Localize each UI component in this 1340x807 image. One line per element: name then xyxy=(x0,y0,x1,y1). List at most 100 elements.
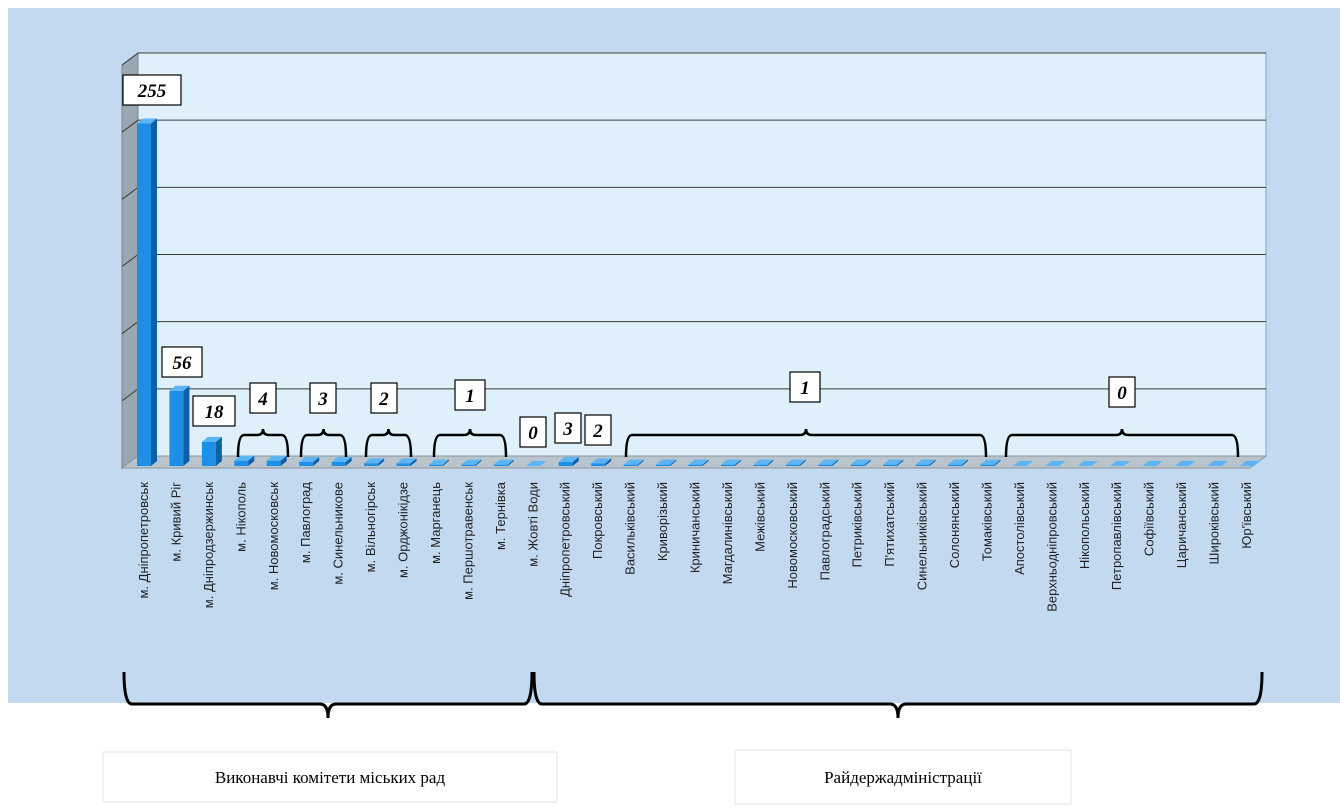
bar xyxy=(688,459,709,466)
bar xyxy=(948,459,969,466)
bar xyxy=(1077,461,1098,466)
category-label: Васильківський xyxy=(623,482,638,575)
category-label: Солонянський xyxy=(947,482,962,568)
svg-text:2: 2 xyxy=(592,421,603,442)
svg-text:56: 56 xyxy=(173,353,193,374)
category-label: м. Дніпродзержинськ xyxy=(201,482,216,609)
category-label: м. Жовті Води xyxy=(525,482,540,567)
category-label: Петропавлівський xyxy=(1109,482,1124,590)
bar xyxy=(396,458,417,466)
bar-group-brace xyxy=(236,428,290,458)
svg-text:3: 3 xyxy=(562,419,573,440)
bar xyxy=(137,118,157,466)
category-label: м. Тернівка xyxy=(493,481,508,550)
plot-area xyxy=(120,52,1268,469)
category-label: П'ятихатський xyxy=(882,482,897,567)
category-label: м. Нікополь xyxy=(233,482,248,552)
gridline xyxy=(121,119,1266,133)
category-label: Криворізький xyxy=(655,482,670,561)
svg-text:0: 0 xyxy=(528,423,538,444)
bar xyxy=(493,459,514,466)
category-label: м. Новомосковськ xyxy=(266,482,281,591)
bar xyxy=(883,459,904,466)
category-label: Магдалинівський xyxy=(720,482,735,584)
category-label: Дніпропетровський xyxy=(558,482,573,597)
category-label: Широківський xyxy=(1207,482,1222,564)
bar xyxy=(720,459,741,466)
bar xyxy=(1012,461,1033,466)
value-label: 1 xyxy=(454,379,486,411)
bar xyxy=(428,459,449,466)
bar-group-brace xyxy=(364,428,413,458)
category-label: Апостолівський xyxy=(1012,482,1027,575)
bar xyxy=(915,459,936,466)
value-label: 18 xyxy=(192,395,236,427)
bar xyxy=(850,459,871,466)
group-label: Виконавчі комітети міських рад xyxy=(215,768,446,787)
value-label: 255 xyxy=(122,74,182,106)
category-label: Томаківський xyxy=(979,482,994,561)
category-labels: м. Дніпропетровськ м. Кривий Ріг м. Дніпро… xyxy=(136,481,1254,612)
svg-text:1: 1 xyxy=(465,386,475,407)
bar xyxy=(1110,461,1131,466)
bars xyxy=(137,118,1260,466)
bar xyxy=(818,459,839,466)
bar xyxy=(526,461,547,466)
category-label: Петриківський xyxy=(850,482,865,567)
group-brackets: Виконавчі комітети міських рад Райдержадм… xyxy=(102,671,1264,805)
value-label: 56 xyxy=(161,346,203,378)
bar xyxy=(234,455,255,466)
bar xyxy=(980,459,1001,466)
bar xyxy=(785,459,806,466)
category-label: Царичанський xyxy=(1174,482,1189,568)
category-label: Верхньодніпровський xyxy=(1044,482,1059,612)
bar xyxy=(461,459,482,466)
bar xyxy=(753,459,774,466)
value-label: 2 xyxy=(370,382,398,414)
category-label: Юр'ївський xyxy=(1239,482,1254,549)
svg-text:0: 0 xyxy=(1117,383,1127,404)
category-group: Райдержадміністрації xyxy=(532,671,1264,805)
bar xyxy=(591,458,612,466)
bar xyxy=(1240,461,1260,466)
svg-text:1: 1 xyxy=(800,378,810,399)
value-label: 3 xyxy=(554,412,582,444)
bar xyxy=(201,436,222,466)
value-label: 2 xyxy=(584,414,612,446)
value-label: 3 xyxy=(309,382,337,414)
bar xyxy=(169,385,190,466)
bar-group-brace xyxy=(299,428,348,458)
svg-text:4: 4 xyxy=(257,389,268,410)
category-label: м. Першотравенськ xyxy=(460,482,475,600)
bar xyxy=(364,458,385,466)
bar xyxy=(331,456,352,466)
bar xyxy=(1207,461,1228,466)
bar xyxy=(623,459,644,466)
bar xyxy=(656,459,677,466)
bar-group-brace xyxy=(624,428,988,458)
category-label: Софіївський xyxy=(1142,482,1157,556)
category-label: м. Марганець xyxy=(428,482,443,564)
category-label: м. Синельникове xyxy=(331,482,346,585)
category-label: Новомосковський xyxy=(785,482,800,589)
category-label: м. Павлоград xyxy=(298,482,313,564)
bar xyxy=(1142,461,1163,466)
svg-text:18: 18 xyxy=(205,402,225,423)
bar xyxy=(1045,461,1066,466)
group-label: Райдержадміністрації xyxy=(824,768,982,787)
category-label: м. Дніпропетровськ xyxy=(136,482,151,599)
category-label: Нікопольський xyxy=(1077,482,1092,569)
category-label: Криничанський xyxy=(688,482,703,573)
bar-group-brace xyxy=(1004,428,1240,458)
category-group: Виконавчі комітети міських рад xyxy=(102,671,558,803)
bar xyxy=(266,455,287,466)
value-label: 0 xyxy=(1108,376,1136,408)
bar xyxy=(558,456,579,466)
category-label: Павлоградський xyxy=(817,482,832,580)
svg-text:255: 255 xyxy=(137,81,167,102)
svg-text:2: 2 xyxy=(378,389,389,410)
category-label: м. Вільногірськ xyxy=(363,482,378,573)
value-label: 4 xyxy=(249,382,277,414)
